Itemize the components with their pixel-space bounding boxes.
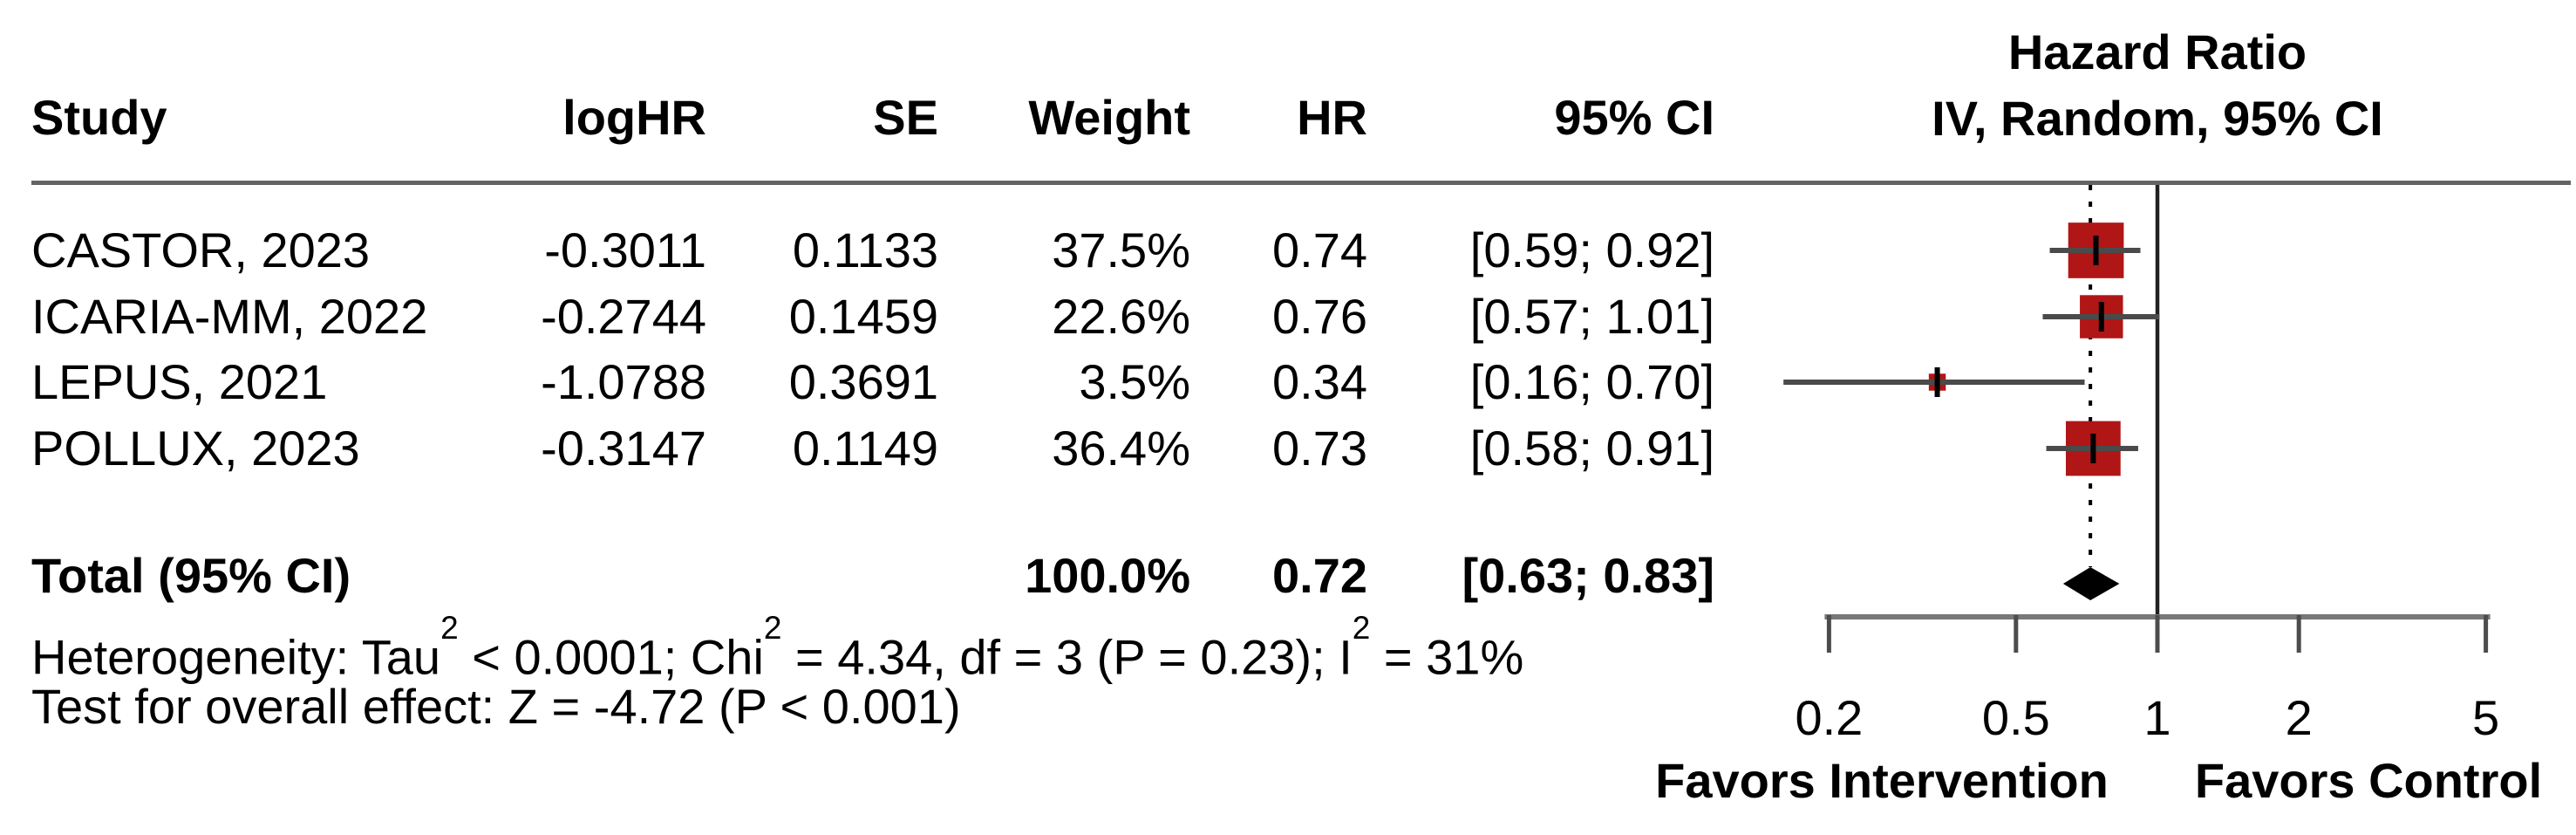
- favors-intervention-label: Favors Intervention: [1655, 753, 2109, 808]
- col-header-se: SE: [873, 90, 938, 145]
- cell-study-name: ICARIA-MM, 2022: [31, 289, 428, 344]
- heterogeneity-text: Heterogeneity: Tau2 < 0.0001; Chi2 = 4.3…: [31, 612, 1524, 685]
- cell-se: 0.1149: [792, 421, 938, 476]
- cell-weight: 36.4%: [1052, 421, 1190, 476]
- cell-weight: 37.5%: [1052, 222, 1190, 277]
- heterogeneity-part: < 0.0001; Chi: [458, 629, 764, 685]
- table-header-row: Study logHR SE Weight HR 95% CI: [0, 93, 2576, 142]
- axis-tick-label: 0.5: [1981, 690, 2050, 745]
- cell-loghr: -0.3147: [541, 421, 706, 476]
- cell-se: 0.1459: [788, 289, 938, 344]
- cell-hr: 0.76: [1272, 289, 1367, 344]
- cell-loghr: -0.3011: [544, 222, 706, 277]
- heterogeneity-part: = 31%: [1370, 629, 1524, 685]
- total-row: Total (95% CI) 100.0% 0.72 [0.63; 0.83]: [0, 551, 2576, 600]
- summary-diamond: [2062, 567, 2120, 600]
- cell-hr: 0.34: [1272, 354, 1367, 409]
- cell-ci: [0.57; 1.01]: [1469, 289, 1714, 344]
- superscript-2: 2: [763, 610, 782, 646]
- plot-header-line2: IV, Random, 95% CI: [1932, 91, 2383, 146]
- study-row: LEPUS, 2021 -1.0788 0.3691 3.5% 0.34 [0.16; 0…: [0, 358, 2576, 407]
- cell-hr: 0.73: [1272, 421, 1367, 476]
- heterogeneity-part: Heterogeneity: Tau: [31, 629, 441, 685]
- favors-control-label: Favors Control: [2194, 753, 2543, 808]
- superscript-2: 2: [1352, 610, 1371, 646]
- plot-column-header: Hazard Ratio IV, Random, 95% CI: [1843, 19, 2471, 152]
- col-header-weight: Weight: [1028, 90, 1190, 145]
- cell-weight: 22.6%: [1052, 289, 1190, 344]
- axis-tick-label: 5: [2472, 690, 2500, 745]
- axis-tick-label: 0.2: [1795, 690, 1864, 745]
- cell-study-name: CASTOR, 2023: [31, 222, 371, 277]
- cell-study-name: LEPUS, 2021: [31, 354, 328, 409]
- cell-loghr: -0.2744: [541, 289, 706, 344]
- cell-se: 0.3691: [788, 354, 938, 409]
- heterogeneity-part: = 4.34, df = 3 (P = 0.23); I: [781, 629, 1353, 685]
- total-label: Total (95% CI): [31, 548, 351, 603]
- cell-study-name: POLLUX, 2023: [31, 421, 360, 476]
- col-header-ci: 95% CI: [1554, 90, 1714, 145]
- cell-ci: [0.59; 0.92]: [1469, 222, 1714, 277]
- study-row: POLLUX, 2023 -0.3147 0.1149 36.4% 0.73 [0.58;…: [0, 424, 2576, 473]
- study-row: CASTOR, 2023 -0.3011 0.1133 37.5% 0.74 [0.59;…: [0, 226, 2576, 275]
- overall-effect-text: Test for overall effect: Z = -4.72 (P < …: [31, 679, 961, 734]
- cell-ci: [0.58; 0.91]: [1469, 421, 1714, 476]
- superscript-2: 2: [440, 610, 459, 646]
- col-header-loghr: logHR: [562, 90, 706, 145]
- header-divider: [31, 181, 2571, 185]
- total-ci: [0.63; 0.83]: [1462, 548, 1715, 603]
- study-row: ICARIA-MM, 2022 -0.2744 0.1459 22.6% 0.76 [0.…: [0, 292, 2576, 341]
- axis-tick-label: 2: [2285, 690, 2313, 745]
- col-header-hr: HR: [1297, 90, 1367, 145]
- total-weight: 100.0%: [1025, 548, 1190, 603]
- axis-tick-label: 1: [2143, 690, 2171, 745]
- plot-header-line1: Hazard Ratio: [2007, 24, 2307, 79]
- cell-loghr: -1.0788: [541, 354, 706, 409]
- cell-hr: 0.74: [1272, 222, 1367, 277]
- cell-weight: 3.5%: [1079, 354, 1190, 409]
- cell-ci: [0.16; 0.70]: [1469, 354, 1714, 409]
- cell-se: 0.1133: [792, 222, 938, 277]
- total-hr: 0.72: [1272, 548, 1367, 603]
- col-header-study: Study: [31, 90, 167, 145]
